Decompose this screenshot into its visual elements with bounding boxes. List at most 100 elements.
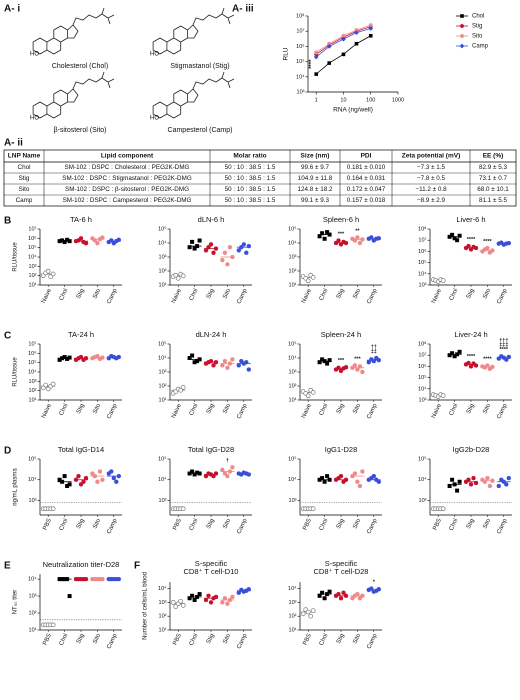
data-point — [457, 233, 462, 238]
data-point — [360, 593, 365, 599]
data-point — [67, 482, 72, 487]
data-point — [327, 477, 332, 482]
data-point — [440, 506, 446, 512]
data-point — [206, 593, 211, 599]
data-point — [100, 235, 105, 240]
data-point — [308, 613, 314, 619]
y-tick-label: 10¹ — [289, 282, 297, 288]
data-point — [97, 469, 103, 474]
data-point — [310, 275, 316, 280]
panel-label: A- i — [4, 4, 20, 15]
y-tick-label: 10⁴ — [418, 385, 427, 392]
x-tick-label: Camp — [366, 632, 378, 650]
data-point — [65, 483, 70, 488]
chart-title: dLN-24 h — [196, 330, 227, 339]
data-point — [83, 356, 89, 361]
data-point — [76, 473, 81, 479]
y-tick-label: 10¹ — [29, 627, 37, 633]
y-tick-label: 10³ — [29, 498, 37, 504]
data-point — [305, 278, 311, 284]
x-tick-label: Camp — [236, 632, 248, 650]
y-tick-label: 10⁴ — [158, 354, 167, 361]
table-cell: SM-102 : DSPC : Campesterol : PEG2K-DMG — [63, 197, 192, 204]
data-point — [195, 359, 200, 364]
data-point — [208, 600, 214, 605]
x-tick-label: Stig — [336, 518, 346, 530]
x-tick-label: PBS — [432, 518, 443, 531]
structure-name: β-sitosterol (Sito) — [53, 127, 106, 134]
y-tick-label: 10⁴ — [28, 253, 37, 260]
x-tick-label: Camp — [106, 632, 118, 650]
y-axis-label: RLU — [283, 47, 290, 60]
x-tick-label: Sito — [92, 517, 102, 530]
data-point — [506, 240, 511, 246]
data-point — [40, 273, 46, 279]
x-tick-label: 1000 — [392, 97, 404, 103]
data-point — [338, 473, 344, 479]
significance: **** — [309, 59, 315, 69]
y-tick-label: 10⁴ — [288, 585, 297, 592]
data-point — [180, 506, 186, 512]
data-point — [322, 359, 327, 364]
data-point — [192, 597, 197, 602]
data-point — [100, 477, 105, 482]
data-point — [366, 360, 371, 365]
x-tick-label: Camp — [106, 402, 118, 420]
data-point — [473, 245, 479, 251]
data-point — [45, 268, 51, 274]
y-tick-label: 10³ — [289, 369, 297, 375]
x-tick-label: Camp — [236, 517, 248, 535]
y-tick-label: 10⁴ — [288, 239, 297, 246]
data-point — [460, 34, 465, 39]
y-tick-label: 10¹ — [29, 282, 37, 288]
data-point — [50, 271, 56, 277]
data-point — [468, 482, 474, 487]
data-point — [197, 238, 202, 243]
data-point — [197, 471, 202, 476]
x-tick-label: Stig — [466, 288, 476, 300]
data-point — [208, 358, 214, 364]
table-cell: 50 : 10 : 38.5 : 1.5 — [225, 186, 276, 193]
y-tick-label: 10² — [29, 388, 37, 394]
y-axis-label: ng/mL plasma — [13, 468, 19, 506]
data-point — [314, 72, 319, 76]
x-tick-label: Sito — [352, 517, 362, 530]
data-point — [343, 593, 349, 599]
y-tick-label: 10¹ — [289, 627, 297, 633]
data-point — [227, 469, 233, 474]
x-tick-label: Naive — [171, 287, 183, 304]
x-tick-label: Sito — [222, 517, 232, 530]
x-tick-label: Stig — [76, 633, 86, 645]
data-point — [239, 245, 244, 250]
panel-label: C — [4, 331, 11, 342]
data-point — [460, 14, 464, 18]
data-point — [40, 385, 46, 391]
y-tick-label: 10⁵ — [28, 455, 36, 462]
table-cell: 104.9 ± 11.8 — [298, 175, 333, 182]
y-tick-label: 10⁵ — [158, 225, 166, 232]
y-tick-label: 10³ — [419, 282, 427, 288]
x-tick-label: Stig — [206, 518, 216, 530]
data-point — [504, 482, 509, 487]
data-point — [65, 356, 70, 361]
x-tick-label: Stig — [466, 403, 476, 415]
y-tick-label: 10³ — [29, 264, 37, 270]
x-tick-label: Chol — [59, 403, 70, 417]
chart-title: IgG1-D28 — [325, 445, 358, 454]
data-point — [322, 596, 327, 601]
data-point — [455, 352, 460, 357]
data-point — [57, 239, 62, 244]
y-tick-label: 10⁵ — [28, 359, 36, 366]
y-tick-label: 10⁴ — [28, 576, 37, 583]
significance: **** — [467, 354, 476, 360]
data-point — [225, 365, 230, 370]
data-point — [455, 238, 460, 243]
y-tick-label: 10³ — [29, 594, 37, 600]
x-tick-label: Sito — [482, 517, 492, 530]
hydroxyl-label: HO — [30, 116, 39, 122]
data-point — [246, 472, 252, 477]
chart-title: Liver-6 h — [456, 215, 485, 224]
table-cell: Stig — [19, 175, 30, 182]
significance: ‡‡ — [371, 349, 377, 355]
